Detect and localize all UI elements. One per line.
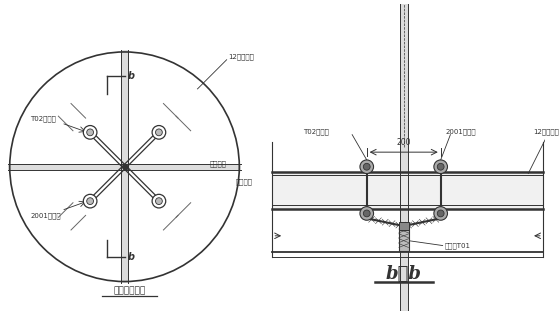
Circle shape [434,160,447,174]
Bar [8,164,241,170]
Text: 12钢化玻璃: 12钢化玻璃 [228,54,254,60]
Circle shape [83,194,97,208]
Circle shape [434,207,447,220]
Circle shape [360,160,374,174]
Circle shape [156,129,162,136]
Text: 2001驳接件: 2001驳接件 [30,212,61,219]
Circle shape [152,194,166,208]
Circle shape [437,163,444,170]
Circle shape [156,198,162,204]
Text: 2001驳接件: 2001驳接件 [446,129,476,135]
Bar [399,222,409,230]
Circle shape [360,207,374,220]
Circle shape [363,163,370,170]
Text: 雨棚连接节点: 雨棚连接节点 [113,287,146,296]
Text: 点驳玻璃: 点驳玻璃 [210,161,227,167]
Circle shape [10,52,239,282]
Bar [272,172,543,209]
Bar [399,226,409,251]
Bar [400,4,408,311]
Text: T02驳接头: T02驳接头 [304,129,329,135]
Circle shape [83,126,97,139]
Circle shape [152,126,166,139]
Circle shape [87,129,94,136]
Text: 200: 200 [396,138,411,147]
Text: 12钢化玻璃: 12钢化玻璃 [533,129,559,135]
Circle shape [437,210,444,217]
Text: 驳接件T01: 驳接件T01 [445,242,470,249]
Text: b: b [128,71,134,81]
Circle shape [363,210,370,217]
Text: b－b: b－b [386,265,422,283]
Text: T02驳接头: T02驳接头 [30,116,56,123]
Bar [120,50,128,284]
Circle shape [87,198,94,204]
Text: 点驳玻璃: 点驳玻璃 [235,178,253,185]
Bar [272,4,543,311]
Text: b: b [128,252,134,262]
